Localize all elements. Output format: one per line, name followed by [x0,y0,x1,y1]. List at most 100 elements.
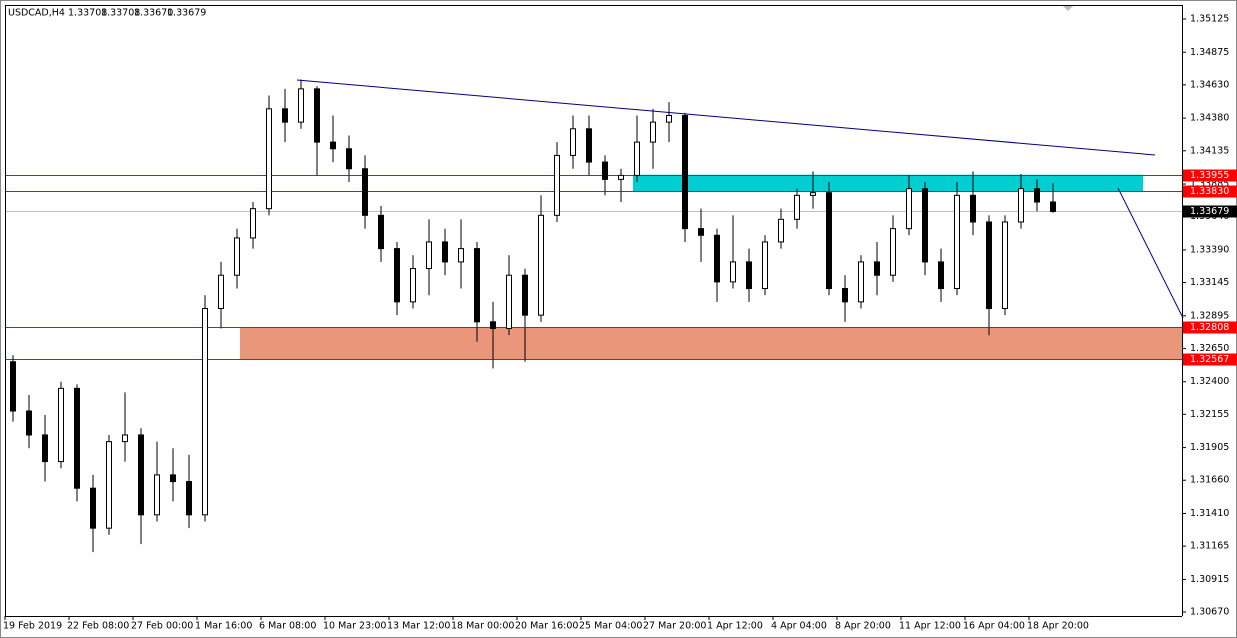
candle-body [106,441,112,529]
candle-body [842,288,848,303]
y-tick-label: 1.34380 [1190,113,1229,124]
candle-body [906,188,912,230]
candle-body [762,241,768,290]
candle-body [442,241,448,263]
y-tick-label: 1.35125 [1190,13,1229,24]
candle-body [554,154,560,216]
candle-body [394,248,400,303]
candle-body [42,434,48,463]
y-tick-label: 1.32895 [1190,310,1229,321]
y-tick-label: 1.31410 [1190,508,1229,519]
candle-body [234,237,240,276]
x-tick-label: 20 Mar 16:00 [515,621,578,632]
candle-body [154,474,160,516]
candle-body [714,234,720,283]
plot [5,79,1182,553]
candle-body [826,192,832,290]
y-tick-label: 1.32400 [1190,376,1229,387]
candle-body [90,487,96,529]
symbol: USDCAD,H4 [8,8,65,19]
candle-body [922,188,928,263]
header-value: 1.33708 [68,8,107,19]
candle-body [26,410,32,436]
y-tick-label: 1.34630 [1190,79,1229,90]
y-tick-label: 1.32155 [1190,409,1229,420]
header-value: 1.33679 [167,8,206,19]
y-tick-label: 1.33885 [1190,179,1229,190]
candle-body [938,261,944,290]
candle-body [954,194,960,290]
candle-body [490,321,496,329]
candle-body [538,214,544,316]
candle-body [794,194,800,220]
candle-body [314,88,320,143]
candle-body [1018,188,1024,223]
x-tick-label: 25 Mar 04:00 [579,621,642,632]
level-box [1183,205,1237,218]
level-box [1183,185,1237,198]
candle-body [218,274,224,310]
level-label: 1.32567 [1190,354,1229,365]
level-label: 1.33679 [1190,206,1229,217]
candle-body [266,108,272,210]
y-tick-label: 1.31905 [1190,442,1229,453]
candle-body [1050,201,1056,212]
candle-body [602,161,608,180]
candle-body [506,274,512,329]
candle-body [58,387,64,463]
level-box [1183,353,1237,366]
candle-body [202,308,208,516]
candle-body [346,148,352,170]
candle-body [378,214,384,250]
candle-body [618,174,624,180]
candle-body [298,88,304,123]
candle-body [746,261,752,290]
candle-body [1034,188,1040,203]
candle-body [186,481,192,516]
y-tick-label: 1.30915 [1190,574,1229,585]
candle-body [970,194,976,223]
x-tick-label: 18 Mar 00:00 [451,621,514,632]
axis-layer: 1.35125 1.34875 1.34630 1.34380 1.34135 1.338… [3,13,1237,632]
candle-body [810,192,816,196]
candle-body [362,168,368,216]
candle-body [986,221,992,310]
level-label: 1.33830 [1190,186,1229,197]
level-box [1183,321,1237,334]
scroll-marker [1063,6,1073,11]
candle-body [570,128,576,156]
candle-body [426,241,432,270]
candle-body [410,268,416,303]
candle-body [10,361,16,412]
trend-line [296,79,1156,156]
projection-line [1117,187,1184,319]
candle-body [330,141,336,150]
y-tick-label: 1.30670 [1190,607,1229,618]
x-tick-label: 6 Mar 08:00 [259,621,316,632]
level-label: 1.33955 [1190,170,1229,181]
candle-body [458,248,464,263]
x-tick-label: 22 Feb 08:00 [67,621,129,632]
candle-body [170,474,176,483]
candle-body [698,228,704,236]
x-tick-label: 18 Apr 20:00 [1027,621,1089,632]
candle-body [682,114,688,230]
candle-body [1002,221,1008,310]
candle-body [74,387,80,489]
candle-body [522,274,528,316]
x-tick-label: 11 Apr 12:00 [899,621,961,632]
candle-body [858,261,864,303]
x-tick-label: 19 Feb 2019 [3,621,62,632]
candle-body [586,128,592,163]
candle-body [138,434,144,516]
x-tick-label: 27 Feb 00:00 [131,621,193,632]
y-tick-label: 1.33145 [1190,277,1229,288]
header-value: 1.33708 [101,8,140,19]
candle-body [282,108,288,123]
y-tick-label: 1.31165 [1190,541,1229,552]
x-tick-label: 8 Apr 20:00 [835,621,891,632]
x-tick-label: 1 Apr 12:00 [707,621,763,632]
x-tick-label: 27 Mar 20:00 [643,621,706,632]
